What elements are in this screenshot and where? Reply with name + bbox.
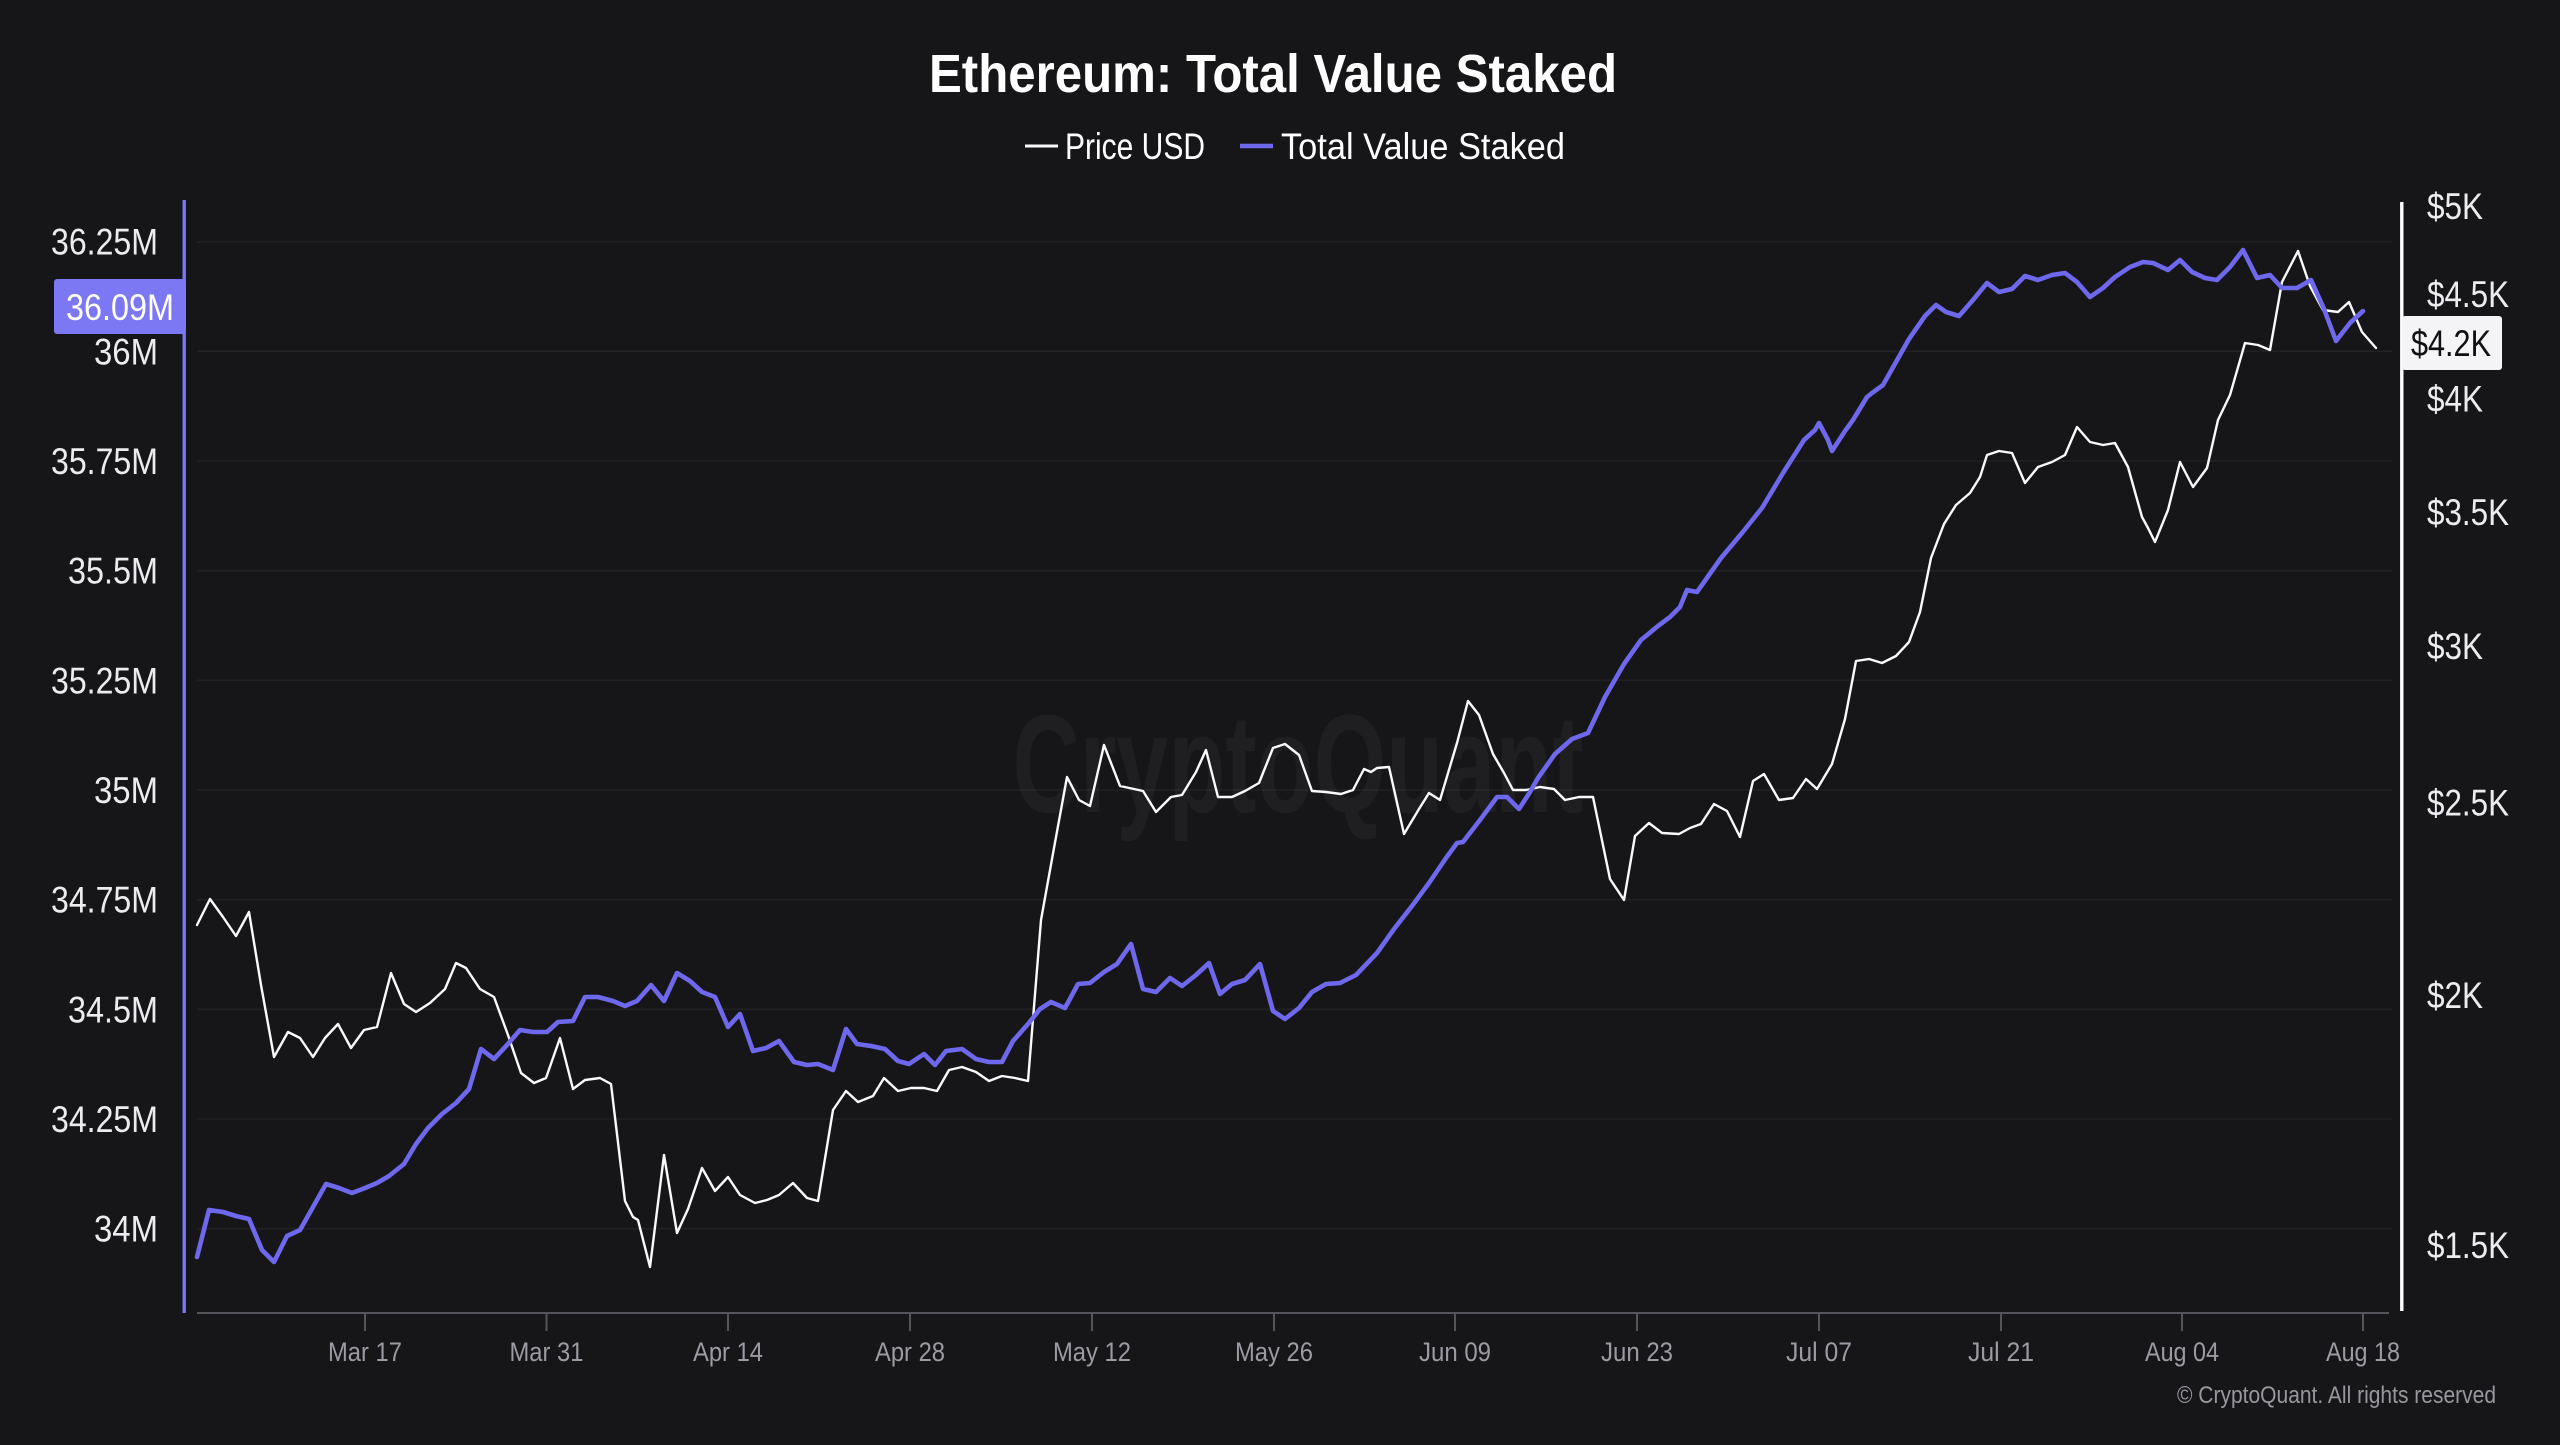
- svg-text:Price USD: Price USD: [1065, 126, 1205, 167]
- svg-text:$2K: $2K: [2427, 975, 2483, 1016]
- svg-text:35.25M: 35.25M: [51, 660, 158, 701]
- svg-text:Apr 14: Apr 14: [693, 1337, 763, 1367]
- svg-text:Jun 23: Jun 23: [1601, 1337, 1673, 1367]
- svg-text:$3.5K: $3.5K: [2427, 492, 2509, 533]
- svg-text:36M: 36M: [94, 331, 158, 372]
- svg-text:Jul 07: Jul 07: [1786, 1337, 1852, 1367]
- svg-text:CryptoQuant: CryptoQuant: [1013, 685, 1584, 842]
- svg-text:Total Value Staked: Total Value Staked: [1281, 126, 1565, 167]
- svg-text:35M: 35M: [94, 770, 158, 811]
- svg-text:$5K: $5K: [2427, 186, 2483, 227]
- svg-text:Mar 17: Mar 17: [328, 1337, 402, 1367]
- svg-text:34.75M: 34.75M: [51, 880, 158, 921]
- svg-text:© CryptoQuant. All rights rese: © CryptoQuant. All rights reserved: [2177, 1382, 2496, 1409]
- svg-text:Ethereum: Total Value Staked: Ethereum: Total Value Staked: [929, 44, 1617, 104]
- svg-text:$4K: $4K: [2427, 379, 2483, 420]
- svg-text:34.5M: 34.5M: [68, 989, 158, 1030]
- svg-text:35.5M: 35.5M: [68, 551, 158, 592]
- svg-text:Jul 21: Jul 21: [1968, 1337, 2034, 1367]
- svg-text:$4.5K: $4.5K: [2427, 274, 2509, 315]
- svg-text:$2.5K: $2.5K: [2427, 783, 2509, 824]
- svg-text:34M: 34M: [94, 1209, 158, 1250]
- svg-text:Jun 09: Jun 09: [1419, 1337, 1491, 1367]
- svg-text:$3K: $3K: [2427, 626, 2483, 667]
- svg-text:Apr 28: Apr 28: [875, 1337, 945, 1367]
- svg-text:34.25M: 34.25M: [51, 1099, 158, 1140]
- svg-text:Mar 31: Mar 31: [510, 1337, 584, 1367]
- svg-text:35.75M: 35.75M: [51, 441, 158, 482]
- svg-text:Aug 04: Aug 04: [2145, 1337, 2219, 1367]
- svg-text:36.09M: 36.09M: [66, 287, 174, 328]
- svg-text:May 26: May 26: [1235, 1337, 1313, 1367]
- svg-text:$4.2K: $4.2K: [2411, 323, 2491, 364]
- svg-text:36.25M: 36.25M: [51, 222, 158, 263]
- svg-text:$1.5K: $1.5K: [2427, 1225, 2509, 1266]
- svg-text:May 12: May 12: [1053, 1337, 1131, 1367]
- svg-text:Aug 18: Aug 18: [2326, 1337, 2400, 1367]
